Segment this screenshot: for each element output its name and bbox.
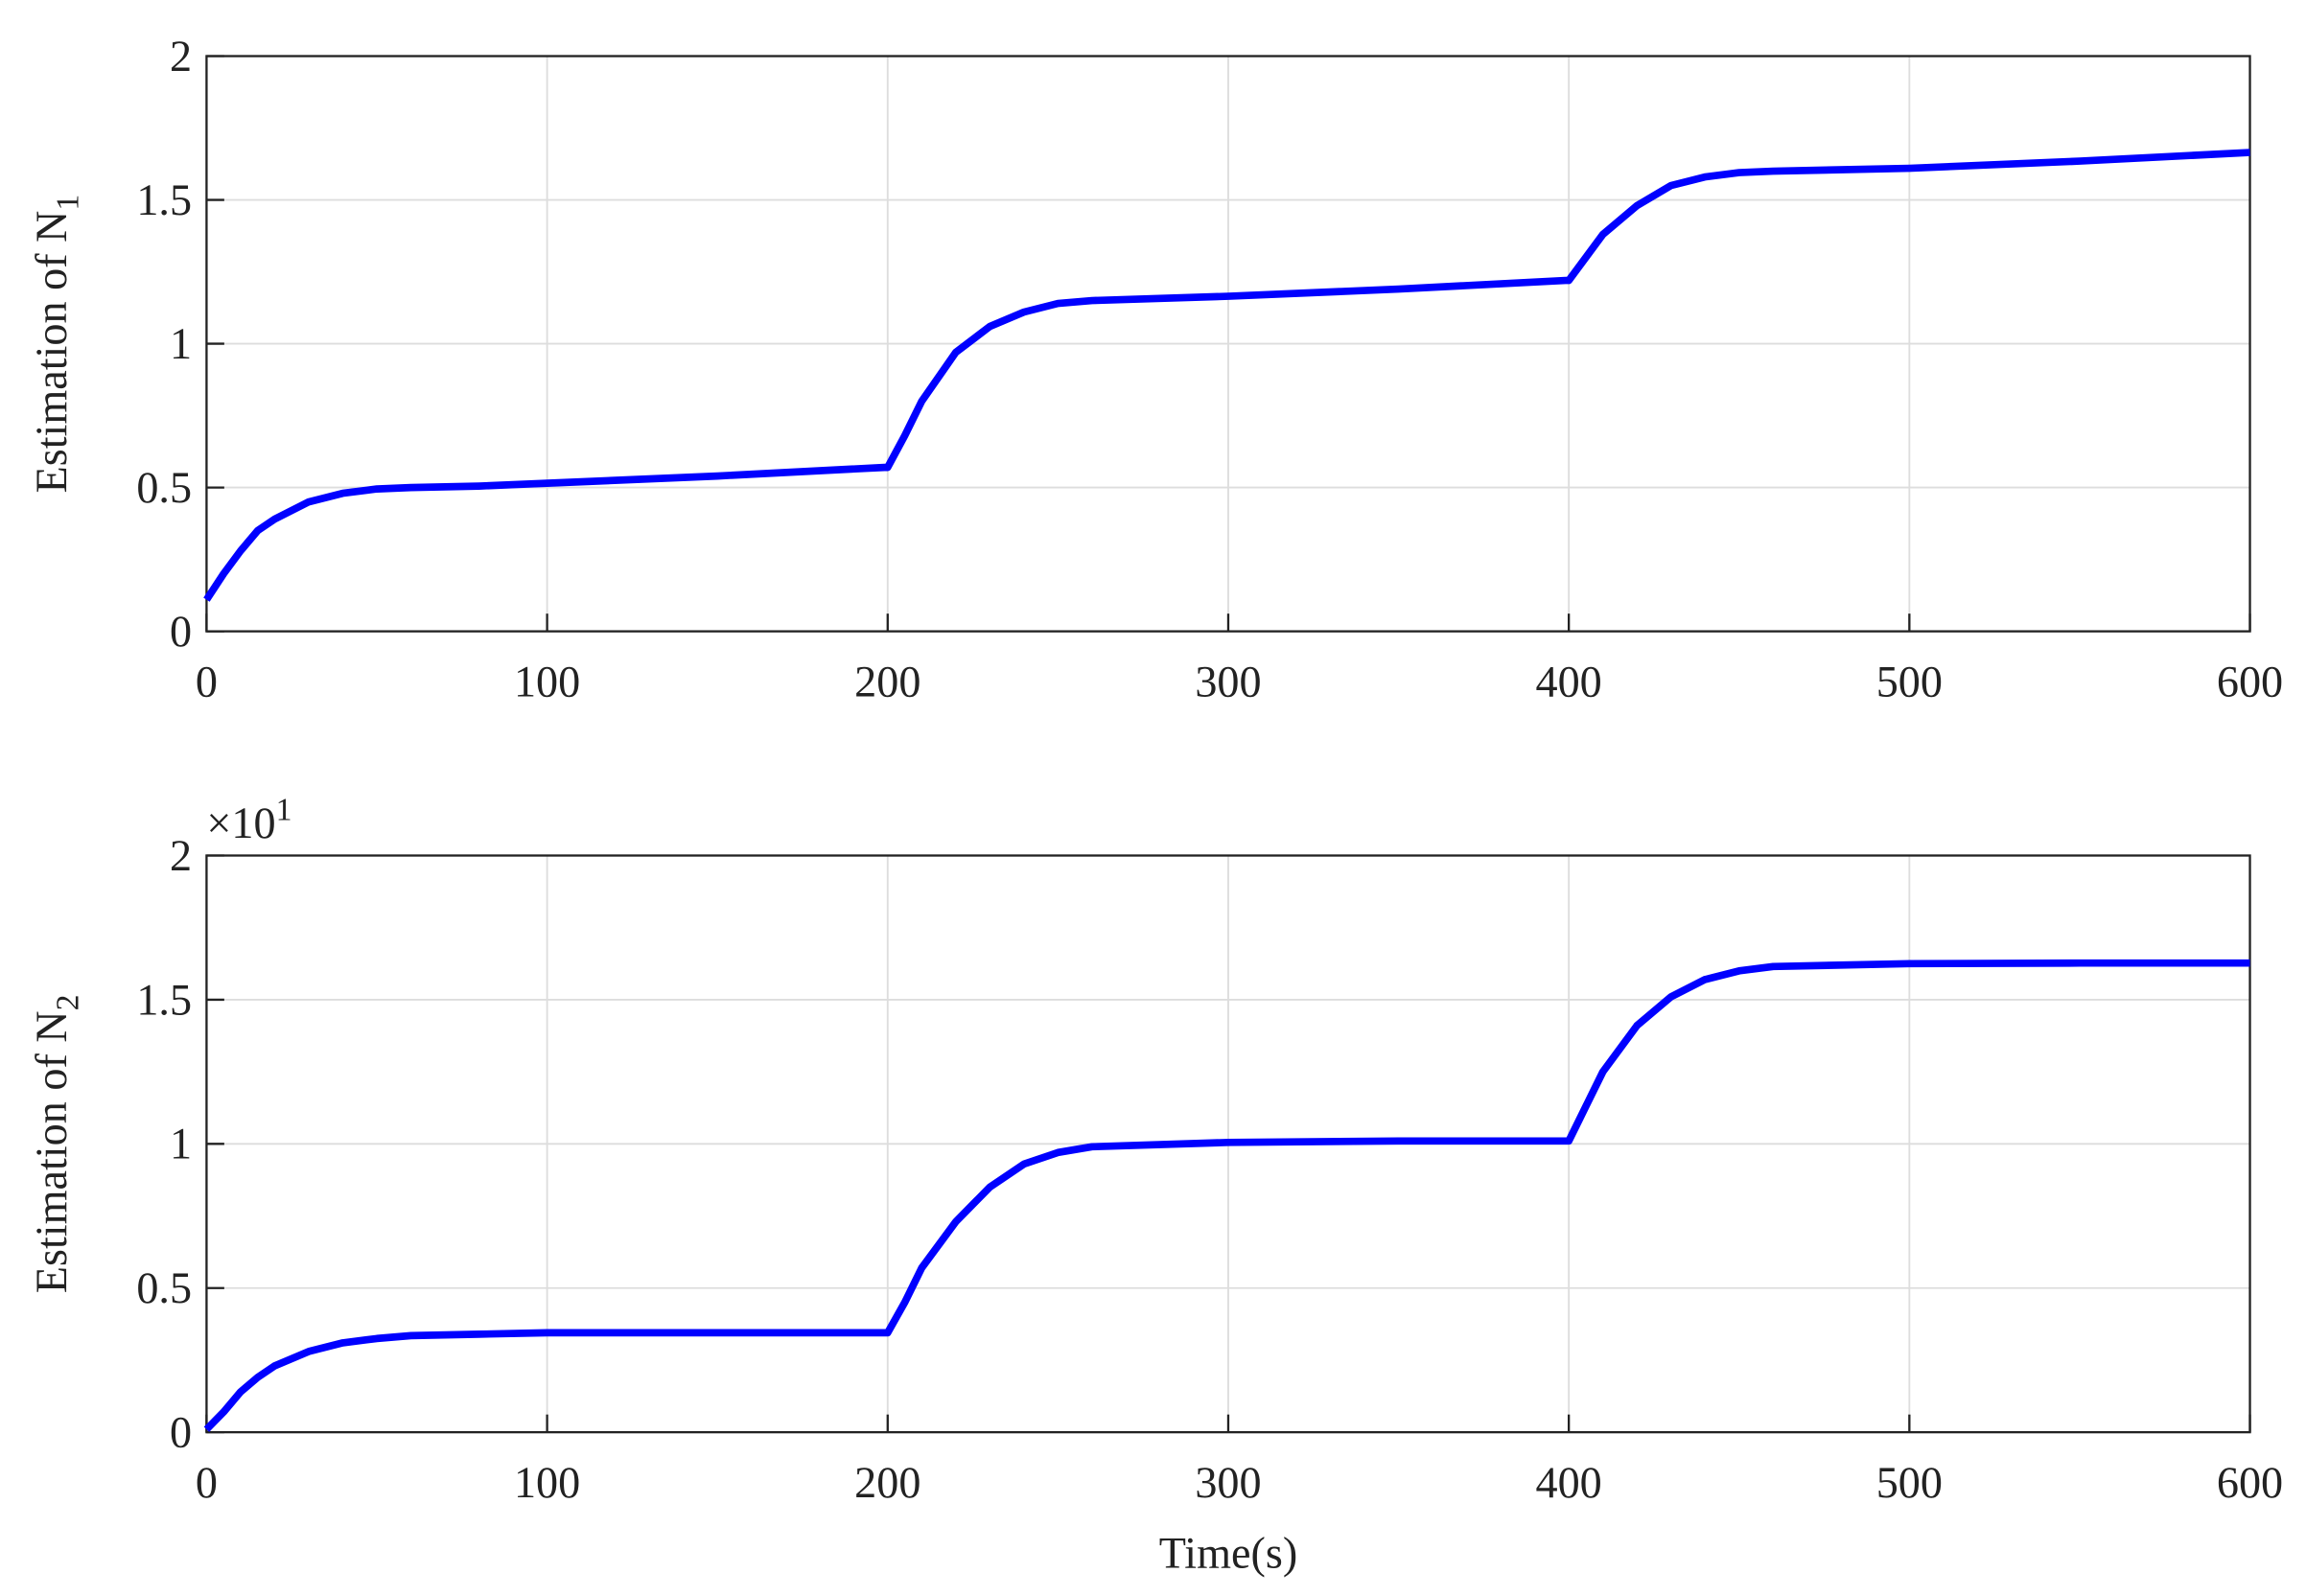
x-tick-label: 100 — [514, 657, 580, 705]
y-tick-label: 1 — [170, 1120, 192, 1168]
x-tick-label: 0 — [196, 1458, 218, 1507]
y-tick-label: 2 — [170, 32, 192, 81]
y-tick-label: 2 — [170, 831, 192, 880]
y-axis-label: Estimation of N2 — [27, 994, 85, 1293]
x-tick-label: 500 — [1876, 657, 1943, 705]
y-tick-label: 0 — [170, 1408, 192, 1457]
x-tick-label: 300 — [1195, 657, 1261, 705]
x-tick-label: 200 — [854, 1458, 920, 1507]
x-tick-label: 400 — [1536, 1458, 1602, 1507]
data-line — [203, 959, 2250, 1432]
x-tick-label: 100 — [514, 1458, 580, 1507]
y-tick-label: 0.5 — [136, 1263, 192, 1312]
y-axis-label-text: Estimation of N — [27, 211, 76, 494]
data-line — [203, 149, 2250, 602]
x-tick-label: 200 — [854, 657, 920, 705]
x-tick-label: 500 — [1876, 1458, 1943, 1507]
y-axis-label-text: Estimation of N — [27, 1010, 76, 1293]
axes-box — [205, 55, 2251, 633]
x-tick-label: 300 — [1195, 1458, 1261, 1507]
y-axis-label-subscript: 2 — [51, 994, 86, 1010]
y-tick-label: 1.5 — [136, 975, 192, 1024]
y-tick-label: 1 — [170, 319, 192, 368]
axes-box — [205, 854, 2251, 1434]
x-tick-label: 0 — [196, 657, 218, 705]
x-tick-label: 600 — [2217, 1458, 2283, 1507]
x-tick-label: 400 — [1536, 657, 1602, 705]
y-multiplier: ×101 — [206, 793, 291, 847]
x-tick-label: 600 — [2217, 657, 2283, 705]
y-tick-label: 0 — [170, 607, 192, 656]
y-axis-label-subscript: 1 — [51, 195, 86, 211]
y-tick-label: 1.5 — [136, 175, 192, 224]
y-tick-label: 0.5 — [136, 463, 192, 512]
y-axis-label: Estimation of N1 — [27, 195, 85, 494]
x-axis-label: Time(s) — [1159, 1529, 1298, 1578]
y-multiplier-base: ×10 — [206, 798, 275, 847]
y-multiplier-exponent: 1 — [276, 793, 292, 828]
